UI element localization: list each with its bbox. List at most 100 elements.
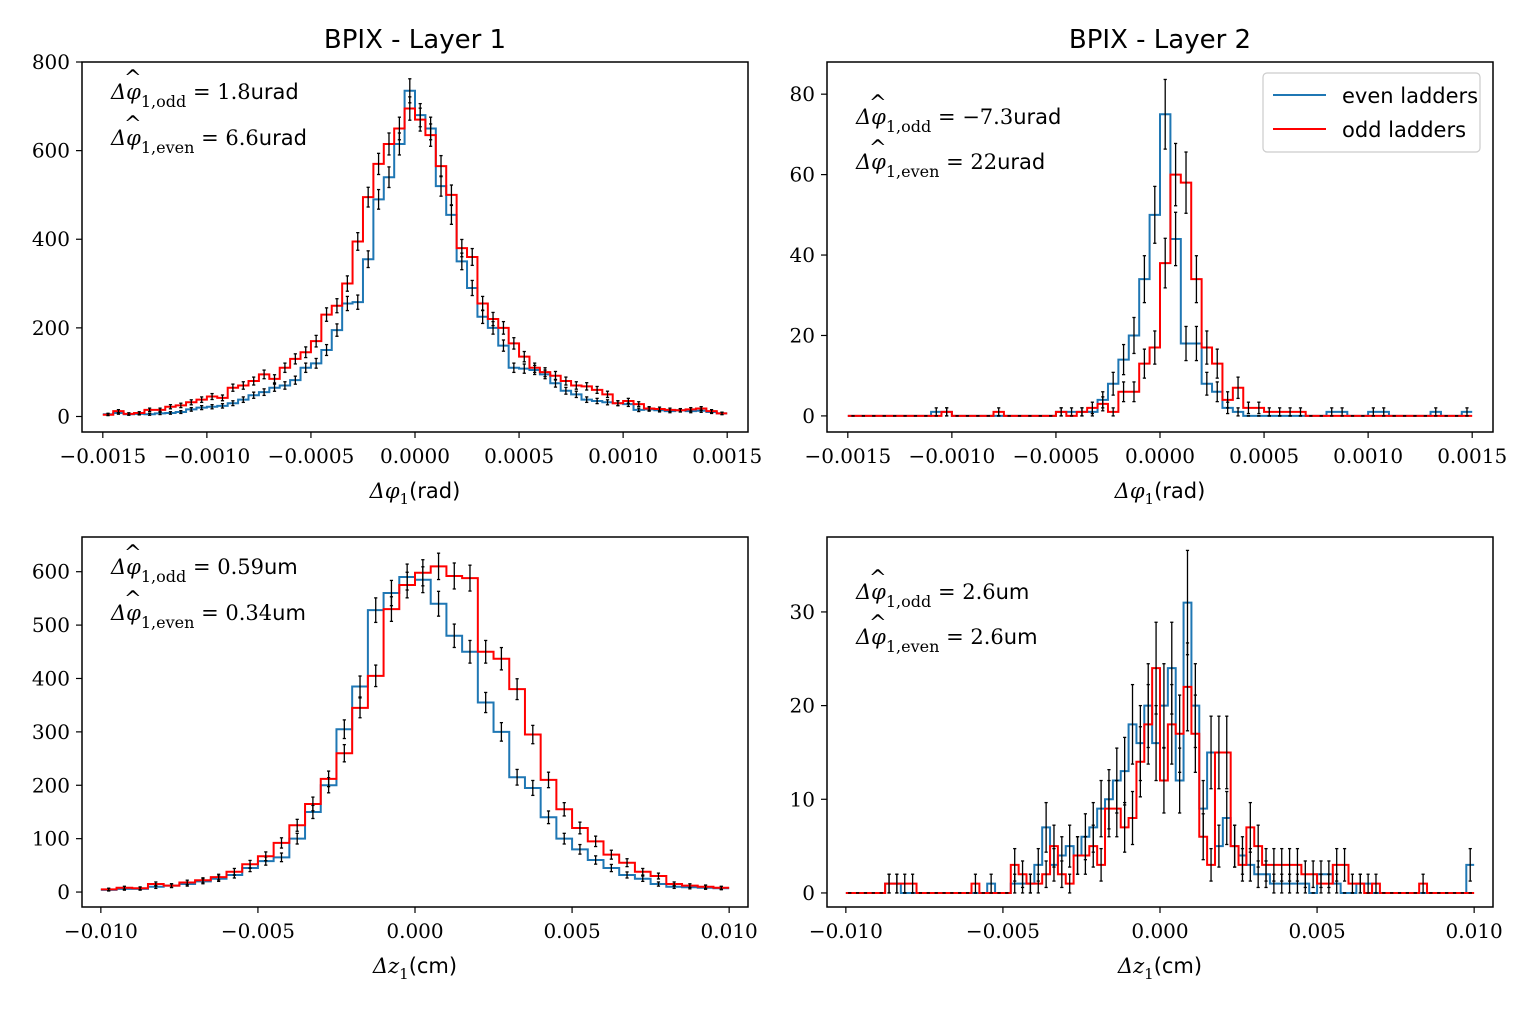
error-bar [1468,847,1472,882]
error-bar [1099,779,1103,838]
y-tick-label: 400 [32,666,70,690]
y-tick-label: 200 [32,773,70,797]
error-bar [1303,860,1307,889]
error-bar [345,295,349,312]
hat-accent: ^ [124,587,142,611]
error-bar [366,250,370,269]
error-bar [1028,873,1033,894]
error-bar [703,884,708,890]
error-bar [595,385,599,394]
error-bar [1185,642,1190,732]
error-bar [1132,316,1136,355]
annotation-text: Δφ1,even = 6.6urad [110,126,307,157]
annotation-text: Δφ1,odd = 2.6um [855,580,1029,611]
error-bar [997,407,1001,417]
y-tick-label: 30 [790,600,815,624]
error-bar [499,721,503,742]
x-tick-label: 0.010 [1446,919,1503,943]
hat-accent: ^ [869,91,887,115]
hat-accent: ^ [124,541,142,565]
error-bar [1295,847,1300,882]
x-tick-label: 0.0000 [1125,444,1195,468]
error-bar [656,872,661,880]
y-tick-label: 600 [32,139,70,163]
error-bar [231,400,235,407]
error-bar [564,376,568,386]
x-tick-label: −0.005 [221,919,295,943]
legend: even ladders odd ladders [1262,72,1481,153]
error-bar [1174,211,1178,267]
series-line-odd [102,107,728,416]
error-bar [522,363,526,374]
error-bar [515,768,519,786]
error-bar [241,381,245,390]
error-bar [1350,873,1355,894]
error-bar [1256,824,1260,868]
y-tick-label: 40 [790,243,815,267]
error-bar [1217,715,1221,790]
error-bar [311,796,315,812]
y-tick-label: 20 [790,323,815,347]
error-bar [1130,790,1135,846]
error-bar [1374,873,1378,894]
error-bar [217,873,221,881]
error-bar [376,152,381,176]
error-bar [515,678,519,701]
error-bar [1170,683,1174,765]
error-bar [345,275,349,292]
x-tick-label: −0.0015 [59,444,146,468]
error-bar [1225,715,1229,790]
error-bar [1215,348,1219,379]
layer2-z-panel: −0.010 −0.005 0.000 0.005 0.010 0 10 20 30 Δz1(cm… [790,536,1503,983]
error-bar [501,320,506,335]
error-bar [138,886,142,891]
error-bar [335,298,339,314]
error-bar [189,399,193,406]
error-bar [1060,860,1064,889]
series-line-odd [845,667,1475,894]
error-bar [1319,873,1323,894]
x-tick-label: 0.0010 [588,444,658,468]
error-bar [553,370,558,381]
x-tick-label: 0.0015 [692,444,762,468]
error-bar [1068,824,1072,868]
error-bar [452,623,456,649]
error-bar [1278,407,1282,417]
error-bar [252,391,256,399]
error-bar [158,407,162,413]
error-bar [389,596,394,623]
hat-accent: ^ [869,136,887,160]
error-bar [314,357,318,369]
error-bar [418,107,422,132]
x-axis-label: Δφ1(rad) [1114,479,1206,508]
error-bar [641,875,645,883]
error-bar [1264,847,1268,882]
annotation-text: Δφ1,even = 2.6um [855,625,1038,656]
error-bar [1099,847,1103,882]
error-bar [127,412,131,416]
error-bar [672,881,676,887]
y-tick-label: 600 [32,560,70,584]
x-tick-label: −0.0010 [164,444,251,468]
error-bar [1142,348,1146,379]
x-axis-label: Δz1(cm) [1117,954,1202,983]
error-bar [179,410,183,415]
y-tick-label: 800 [32,50,70,74]
hat-accent: ^ [124,112,142,136]
error-bar [342,719,346,740]
error-bar [200,404,204,411]
error-bar [1240,847,1245,882]
annotation-text: Δφ1,odd = −7.3urad [855,105,1061,136]
error-bar [1184,151,1188,214]
annotation-text: Δφ1,odd = 1.8urad [110,80,299,111]
error-bar [1327,873,1331,894]
error-bar [1111,407,1115,417]
error-bar [1044,801,1048,853]
error-bar [1288,407,1292,417]
error-bar [720,411,724,416]
error-bar [262,369,266,380]
error-bar [543,367,547,378]
error-bar [1121,343,1126,376]
error-bar [241,396,245,404]
error-bar [656,881,661,887]
